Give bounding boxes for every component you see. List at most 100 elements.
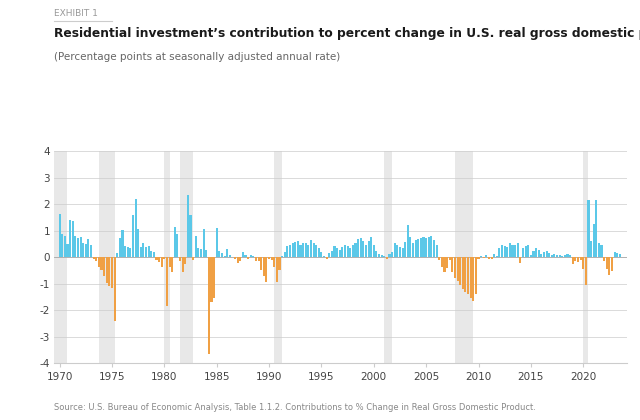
Bar xyxy=(326,257,328,260)
Bar xyxy=(593,224,595,257)
Bar xyxy=(247,257,249,259)
Bar xyxy=(187,195,189,257)
Bar xyxy=(352,244,354,257)
Bar xyxy=(344,245,346,257)
Bar xyxy=(522,248,524,257)
Bar xyxy=(572,257,574,264)
Bar xyxy=(459,257,461,285)
Bar xyxy=(381,255,383,257)
Bar xyxy=(386,257,388,260)
Bar xyxy=(605,257,608,269)
Bar xyxy=(323,256,325,257)
Bar xyxy=(574,257,577,261)
Bar xyxy=(577,257,579,262)
Bar xyxy=(297,241,299,257)
Bar xyxy=(61,234,63,257)
Bar xyxy=(485,255,488,257)
Bar xyxy=(315,244,317,257)
Bar xyxy=(470,257,472,298)
Bar xyxy=(129,248,131,257)
Bar xyxy=(559,255,561,257)
Bar xyxy=(64,236,66,257)
Bar xyxy=(412,244,414,257)
Bar xyxy=(609,257,611,275)
Bar xyxy=(93,257,95,259)
Bar xyxy=(197,248,200,257)
Bar xyxy=(192,257,194,260)
Bar xyxy=(349,248,351,257)
Bar xyxy=(556,255,558,257)
Bar xyxy=(307,244,309,257)
Bar xyxy=(595,200,597,257)
Bar xyxy=(122,230,124,257)
Bar xyxy=(545,252,548,257)
Bar xyxy=(182,257,184,272)
Bar xyxy=(218,252,220,257)
Bar xyxy=(244,255,246,257)
Bar xyxy=(239,257,241,261)
Bar xyxy=(286,246,289,257)
Bar xyxy=(140,247,142,257)
Bar xyxy=(305,243,307,257)
Bar xyxy=(208,257,210,354)
Bar xyxy=(548,253,550,257)
Bar xyxy=(111,257,113,288)
Bar xyxy=(436,245,438,257)
Bar xyxy=(490,257,493,260)
Bar xyxy=(511,244,513,257)
Bar xyxy=(255,257,257,261)
Bar xyxy=(519,257,522,263)
Bar xyxy=(150,251,152,257)
Bar xyxy=(158,257,160,262)
Bar xyxy=(538,250,540,257)
Bar xyxy=(103,257,105,276)
Bar xyxy=(525,246,527,257)
Bar xyxy=(493,254,495,257)
Bar xyxy=(496,256,498,257)
Bar xyxy=(384,151,392,363)
Bar xyxy=(580,257,582,260)
Bar xyxy=(95,257,97,261)
Bar xyxy=(396,245,398,257)
Bar xyxy=(99,151,115,363)
Bar xyxy=(74,236,76,257)
Bar xyxy=(294,242,296,257)
Bar xyxy=(455,151,473,363)
Bar xyxy=(543,252,545,257)
Bar xyxy=(205,250,207,257)
Bar xyxy=(252,256,255,257)
Bar xyxy=(134,199,136,257)
Bar xyxy=(367,241,369,257)
Bar xyxy=(603,257,605,261)
Bar xyxy=(407,226,409,257)
Text: Residential investment’s contribution to percent change in U.S. real gross domes: Residential investment’s contribution to… xyxy=(54,27,640,40)
Bar xyxy=(163,257,165,259)
Bar xyxy=(378,254,380,257)
Bar xyxy=(401,248,404,257)
Bar xyxy=(328,253,330,257)
Bar xyxy=(145,247,147,257)
Bar xyxy=(77,238,79,257)
Bar xyxy=(532,251,534,257)
Bar xyxy=(444,257,445,272)
Bar xyxy=(341,247,344,257)
Bar xyxy=(276,257,278,282)
Bar xyxy=(177,234,179,257)
Text: Source: U.S. Bureau of Economic Analysis, Table 1.1.2. Contributions to % Change: Source: U.S. Bureau of Economic Analysis… xyxy=(54,404,536,412)
Bar xyxy=(242,252,244,257)
Bar xyxy=(223,256,226,257)
Bar xyxy=(454,257,456,278)
Bar xyxy=(611,257,613,271)
Bar xyxy=(375,252,378,257)
Bar xyxy=(284,252,286,257)
Bar xyxy=(551,255,553,257)
Bar xyxy=(108,257,111,286)
Bar xyxy=(590,241,592,257)
Bar xyxy=(619,254,621,257)
Bar xyxy=(585,257,587,285)
Bar xyxy=(394,244,396,257)
Bar xyxy=(475,257,477,294)
Bar xyxy=(148,246,150,257)
Bar xyxy=(428,237,430,257)
Bar xyxy=(113,257,116,321)
